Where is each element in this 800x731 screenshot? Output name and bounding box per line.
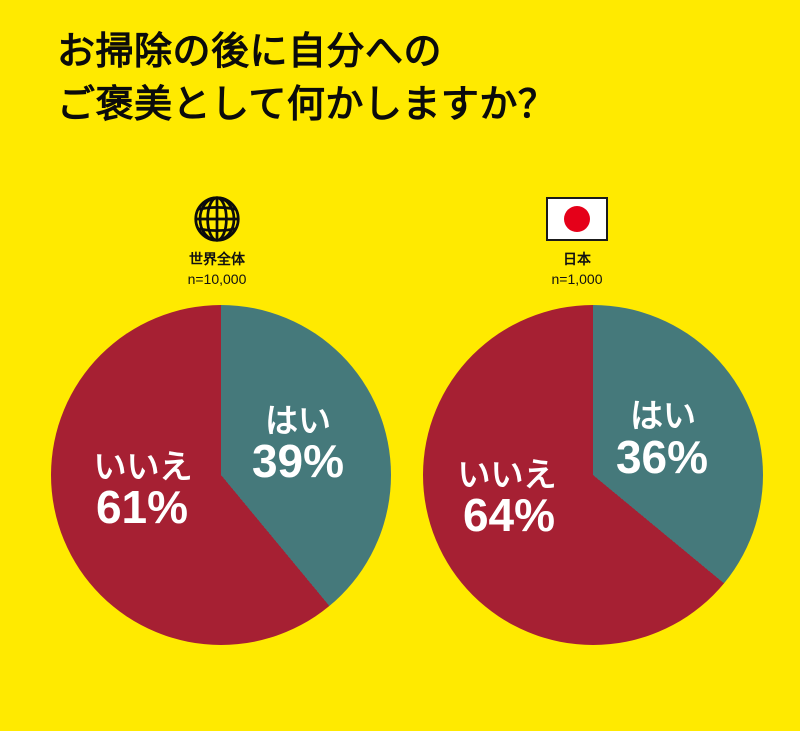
pie-chart-world: はい 39% いいえ 61% [51, 305, 391, 645]
slice-value-world-no: 61% [95, 481, 189, 533]
japan-flag-icon [487, 193, 667, 245]
slice-name-world-no: いいえ [93, 448, 193, 485]
slice-value-japan-yes-wrap: 36% [616, 430, 708, 484]
pie-chart-japan: はい 36% いいえ 64% [423, 305, 763, 645]
slice-name-japan-yes: はい [630, 397, 696, 434]
page-title-line-1: お掃除の後に自分への [57, 31, 443, 73]
page-title-line-2: ご褒美として何かしますか？ [57, 84, 557, 127]
japan-flag-sun [564, 206, 590, 232]
slice-value-japan-no: 64% [462, 489, 556, 541]
slice-value-world-yes-wrap: 39% [252, 434, 344, 488]
slice-label-japan-yes: はい [630, 389, 696, 437]
chart-header-japan: 日本 n=1,000 [487, 193, 667, 287]
globe-icon [127, 193, 307, 245]
slice-value-world-yes: 39% [251, 435, 345, 487]
group-label-japan: 日本 [563, 251, 591, 267]
slice-value-japan-yes: 36% [615, 431, 709, 483]
slice-name-japan-no: いいえ [457, 456, 557, 493]
slice-value-japan-no-wrap: 64% [463, 488, 555, 542]
japan-flag [546, 197, 608, 241]
sample-size-world: n=10,000 [187, 271, 247, 287]
chart-header-world: 世界全体 n=10,000 [127, 193, 307, 287]
slice-value-world-no-wrap: 61% [96, 480, 188, 534]
slice-name-world-yes: はい [265, 402, 331, 439]
slice-label-world-yes: はい [265, 394, 331, 442]
sample-size-japan: n=1,000 [551, 271, 603, 287]
group-label-world: 世界全体 [189, 251, 245, 267]
page-title: お掃除の後に自分へのご褒美として何かしますか？ [57, 26, 556, 132]
slice-label-world-no: いいえ [94, 440, 193, 488]
slice-label-japan-no: いいえ [458, 448, 557, 496]
